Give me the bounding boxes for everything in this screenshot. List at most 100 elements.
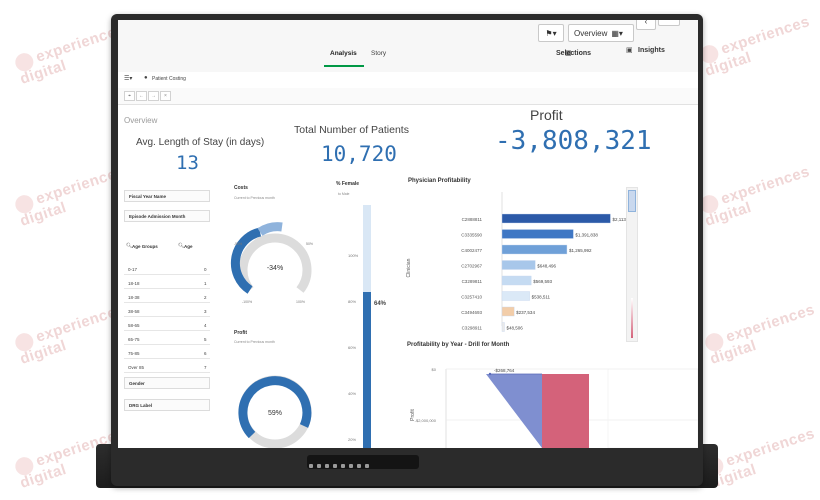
physician-bar[interactable] [501, 213, 611, 224]
age-group-value: Over 85 [128, 365, 145, 370]
smart-search-button[interactable]: ⌖ [124, 91, 135, 101]
age-group-value: 18-18 [128, 281, 140, 286]
female-bar-subtitle: to Male [338, 192, 350, 196]
age-value: 4 [204, 323, 207, 328]
list-item[interactable]: 18-38 2 [124, 292, 210, 303]
physician-category-label: C3257410 [461, 295, 482, 300]
year-axis-label: Profit [410, 409, 416, 421]
step-forward-button[interactable]: → [148, 91, 159, 101]
physician-data-label: $648,496 [537, 264, 556, 269]
female-bar-tick: 20% [348, 437, 357, 442]
costs-gauge-title: Costs [234, 185, 248, 191]
gauge-tick-right: 100% [296, 300, 305, 304]
control-button[interactable] [357, 464, 361, 468]
filter-gender[interactable]: Gender [124, 377, 210, 389]
kpi-avg-stay-value: 13 [176, 152, 199, 174]
control-button[interactable] [317, 464, 321, 468]
search-icon: 🔍︎ [126, 243, 133, 249]
age-group-value: 0-17 [128, 267, 138, 272]
filter-episode-admission-month[interactable]: Episode Admission Month [124, 210, 210, 222]
scrollbar-thumb[interactable] [628, 190, 636, 212]
physician-bar[interactable] [501, 260, 536, 270]
watermark: experiences digital [698, 163, 816, 230]
physician-category-label: C3335590 [461, 233, 482, 238]
sheet-selector[interactable]: Overview ▦▾ [568, 24, 634, 42]
watermark: experiences digital [703, 301, 820, 368]
next-sheet-button[interactable]: › [658, 20, 680, 26]
search-icon: 🔍︎ [178, 243, 185, 249]
physician-bar[interactable] [501, 322, 505, 332]
list-item[interactable]: Over 85 7 [124, 362, 210, 373]
sheet-grid-icon: ▦▾ [611, 28, 623, 38]
physician-data-label: $237,534 [516, 310, 535, 315]
female-bar-tick: 80% [348, 299, 357, 304]
control-button[interactable] [341, 464, 345, 468]
list-item[interactable]: 75-85 6 [124, 348, 210, 359]
list-item[interactable]: 65-75 5 [124, 334, 210, 345]
selections-button[interactable]: Selections [556, 50, 592, 57]
physician-bar[interactable] [501, 229, 574, 239]
control-button[interactable] [333, 464, 337, 468]
previous-sheet-button[interactable]: ‹ [636, 20, 656, 30]
gauge-tick-mid-right: 50% [306, 242, 313, 246]
profit-gauge: 59% [238, 375, 312, 448]
physician-category-label: C4002477 [461, 248, 482, 253]
physician-data-label: $2,113,852 [612, 217, 628, 222]
female-bar-value: 64% [374, 301, 387, 307]
year-chart-title: Profitability by Year - Drill for Month [407, 342, 510, 348]
filter-drg-label[interactable]: DRG Label [124, 399, 210, 411]
selections-icon: ▦ [565, 50, 572, 57]
year-annotation: -$268,764 [494, 368, 515, 373]
active-tab-indicator [324, 65, 364, 67]
list-item[interactable]: 58-65 4 [124, 320, 210, 331]
chevron-right-icon: › [668, 20, 671, 22]
year-area-purple [486, 374, 542, 448]
tab-story[interactable]: Story [371, 50, 387, 57]
watermark: experiences digital [698, 13, 816, 80]
profit-gauge-title: Profit [234, 330, 248, 336]
age-header[interactable]: Age [184, 244, 193, 249]
physician-bar[interactable] [501, 291, 530, 301]
list-item[interactable]: 38-58 3 [124, 306, 210, 317]
list-item[interactable]: 0-17 0 [124, 264, 210, 275]
app-icon: ● [144, 75, 148, 81]
physician-bar[interactable] [501, 275, 532, 286]
physician-bar[interactable] [501, 306, 515, 317]
chevron-left-icon: ‹ [644, 20, 648, 26]
physician-category-label: C3289811 [462, 279, 483, 284]
control-button[interactable] [349, 464, 353, 468]
list-item[interactable]: 18-18 1 [124, 278, 210, 289]
tab-analysis[interactable]: Analysis [330, 50, 357, 57]
kpi-profit-label: Profit [530, 107, 563, 123]
physician-category-label: C2888811 [462, 217, 483, 222]
physician-data-label: $1,265,992 [569, 248, 592, 253]
clear-selections-button[interactable]: × [160, 91, 171, 101]
control-button[interactable] [325, 464, 329, 468]
control-button[interactable] [365, 464, 369, 468]
chart-scrollbar[interactable] [626, 187, 638, 342]
age-value: 0 [204, 267, 207, 272]
physician-data-label: $538,511 [532, 295, 551, 300]
age-groups-header[interactable]: Age Groups [132, 244, 158, 249]
scrollbar-minimap [631, 298, 633, 338]
step-back-button[interactable]: ← [136, 91, 147, 101]
control-button[interactable] [309, 464, 313, 468]
insights-icon: ▣ [626, 47, 633, 54]
dashboard-screen: Analysis Story ⚑▾ Overview ▦▾ ‹ › ▦ Sele… [118, 20, 698, 448]
chart-plot-border [607, 368, 698, 448]
physician-bar[interactable] [501, 244, 568, 255]
gauge-fill-light [257, 222, 283, 236]
menu-button[interactable]: ☰▾ [124, 76, 133, 82]
physician-chart-title: Physician Profitability [408, 178, 471, 184]
watermark: experiences digital [703, 425, 820, 492]
age-value: 1 [204, 281, 207, 286]
costs-gauge: -34% -100% 100% -50% 50% [230, 222, 313, 304]
gauge-fill [238, 376, 312, 439]
gauge-fill [230, 227, 262, 294]
physician-category-label: C2702967 [461, 264, 482, 269]
bookmark-button[interactable]: ⚑▾ [538, 24, 564, 42]
age-group-value: 58-65 [128, 323, 140, 328]
physician-profitability-chart: Clinician C2888811 $2,113,852 C3335590 $1,3… [406, 192, 628, 332]
insights-button[interactable]: Insights [638, 47, 665, 54]
filter-fiscal-year[interactable]: Fiscal Year Name [124, 190, 210, 202]
